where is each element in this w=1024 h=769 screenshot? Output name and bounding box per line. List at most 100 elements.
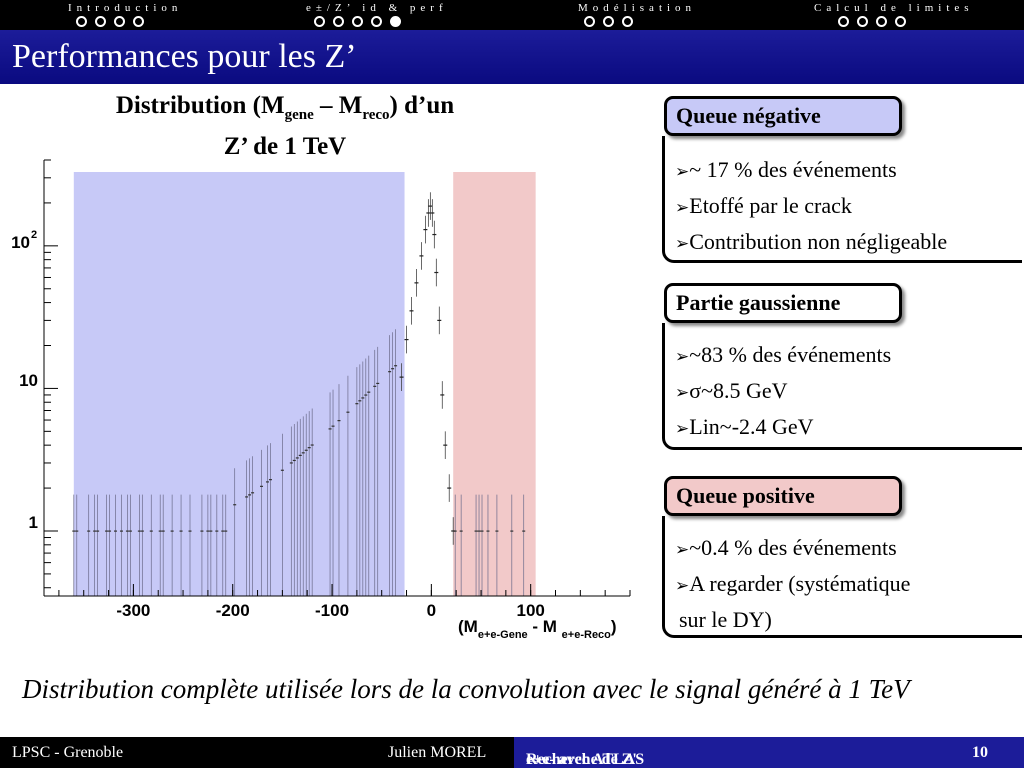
- x-axis-label-part: - M: [528, 617, 562, 636]
- bullet: ➢~0.4 % des événements: [675, 531, 1022, 567]
- nav-dot-current[interactable]: [390, 16, 401, 27]
- page-number: 10: [972, 744, 988, 761]
- slide-caption: Distribution complète utilisée lors de l…: [22, 674, 910, 704]
- bin-point: [426, 212, 431, 214]
- arrow-icon: →: [526, 751, 542, 768]
- data-point: [388, 371, 392, 373]
- nav-dot[interactable]: [371, 16, 382, 27]
- plot-title-part: – M: [313, 92, 363, 119]
- data-point: [361, 397, 365, 399]
- data-point: [510, 530, 514, 532]
- nav-section-modelisation[interactable]: Modélisation: [578, 2, 697, 14]
- arrow-bullet-icon: ➢: [675, 540, 690, 560]
- bullet-text: A regarder (systématique: [689, 571, 911, 596]
- data-point: [522, 530, 526, 532]
- data-point: [215, 530, 219, 532]
- bullet: ➢σ~8.5 GeV: [675, 374, 1022, 410]
- nav-dot[interactable]: [314, 16, 325, 27]
- nav-dot[interactable]: [352, 16, 363, 27]
- bullet: ➢Lin~-2.4 GeV: [675, 410, 1022, 446]
- data-point: [105, 530, 109, 532]
- arrow-bullet-icon: ➢: [675, 198, 690, 218]
- bullet-text: ~ 17 % des événements: [689, 157, 897, 182]
- nav-dot[interactable]: [895, 16, 906, 27]
- tail-region: [73, 172, 405, 596]
- nav-dots-introduction[interactable]: [76, 16, 152, 27]
- nav-dot[interactable]: [857, 16, 868, 27]
- bin-point: [430, 212, 435, 214]
- data-point: [358, 400, 362, 402]
- arrow-bullet-icon: ➢: [675, 576, 690, 596]
- data-point: [93, 530, 97, 532]
- data-point: [251, 492, 255, 494]
- data-point: [376, 382, 380, 385]
- nav-dots-id-perf[interactable]: [314, 16, 409, 27]
- data-point: [224, 530, 228, 532]
- nav-dot[interactable]: [876, 16, 887, 27]
- x-tick-label: 100: [516, 601, 544, 620]
- bullet-continuation: sur le DY): [679, 607, 772, 632]
- data-point: [108, 530, 112, 532]
- data-point: [495, 530, 499, 532]
- section-navigation: Introduction e±/Z’ id & perf Modélisatio…: [0, 0, 1024, 30]
- nav-dot[interactable]: [622, 16, 633, 27]
- bullet-text: σ~8.5 GeV: [689, 378, 788, 403]
- data-point: [289, 462, 293, 464]
- data-point: [158, 530, 162, 532]
- bullet: ➢Etoffé par le crack: [675, 189, 1022, 225]
- nav-dot[interactable]: [838, 16, 849, 27]
- bin-point: [414, 282, 419, 284]
- data-point: [304, 449, 308, 451]
- nav-section-id-perf[interactable]: e±/Z’ id & perf: [306, 2, 448, 14]
- bin-point: [419, 255, 424, 257]
- nav-section-introduction[interactable]: Introduction: [68, 2, 183, 14]
- box-title-partie-gaussienne: Partie gaussienne: [664, 283, 902, 323]
- box-body-queue-positive: ➢~0.4 % des événements ➢A regarder (syst…: [662, 516, 1022, 638]
- data-point: [87, 530, 91, 532]
- arrow-bullet-icon: ➢: [675, 234, 690, 254]
- data-point: [96, 530, 100, 532]
- bin-point: [399, 376, 404, 378]
- nav-dot[interactable]: [114, 16, 125, 27]
- data-point: [459, 530, 463, 532]
- data-point: [149, 530, 153, 532]
- data-point: [337, 420, 341, 422]
- data-point: [140, 530, 144, 532]
- nav-dots-calcul-limites[interactable]: [838, 16, 914, 27]
- data-point: [179, 530, 183, 532]
- data-point: [301, 452, 305, 454]
- plot-title-sub: gene: [284, 107, 314, 123]
- bullet: ➢~83 % des événements: [675, 338, 1022, 374]
- bin-point: [404, 338, 409, 341]
- nav-dot[interactable]: [333, 16, 344, 27]
- footer-author: Julien MOREL: [388, 744, 487, 761]
- data-point: [373, 385, 377, 387]
- nav-section-calcul-limites[interactable]: Calcul de limites: [814, 2, 974, 14]
- nav-dot[interactable]: [95, 16, 106, 27]
- bullet-text: Lin~-2.4 GeV: [689, 414, 814, 439]
- title-bar: Performances pour les Z’: [0, 30, 1024, 84]
- data-point: [295, 457, 299, 459]
- nav-dot[interactable]: [76, 16, 87, 27]
- slide-title: Performances pour les Z’: [12, 38, 357, 75]
- data-point: [328, 428, 332, 430]
- data-point: [346, 411, 350, 413]
- data-point: [125, 530, 129, 532]
- x-axis-label-part: ): [611, 617, 617, 636]
- bin-point: [434, 271, 439, 274]
- y-tick-label: 1: [29, 513, 38, 532]
- data-point: [280, 469, 284, 471]
- plot-title: Distribution (Mgene – Mreco) d’un Z’ de …: [20, 90, 550, 163]
- data-point: [268, 479, 272, 481]
- arrow-bullet-icon: ➢: [675, 347, 690, 367]
- data-point: [394, 365, 398, 367]
- nav-dot[interactable]: [603, 16, 614, 27]
- nav-dot[interactable]: [133, 16, 144, 27]
- data-point: [75, 530, 79, 532]
- bullet: ➢Contribution non négligeable: [675, 225, 1022, 261]
- nav-dots-modelisation[interactable]: [584, 16, 641, 27]
- nav-dot[interactable]: [584, 16, 595, 27]
- data-point: [245, 496, 249, 498]
- plot-title-part: ) d’un: [389, 92, 455, 119]
- data-point: [114, 530, 118, 532]
